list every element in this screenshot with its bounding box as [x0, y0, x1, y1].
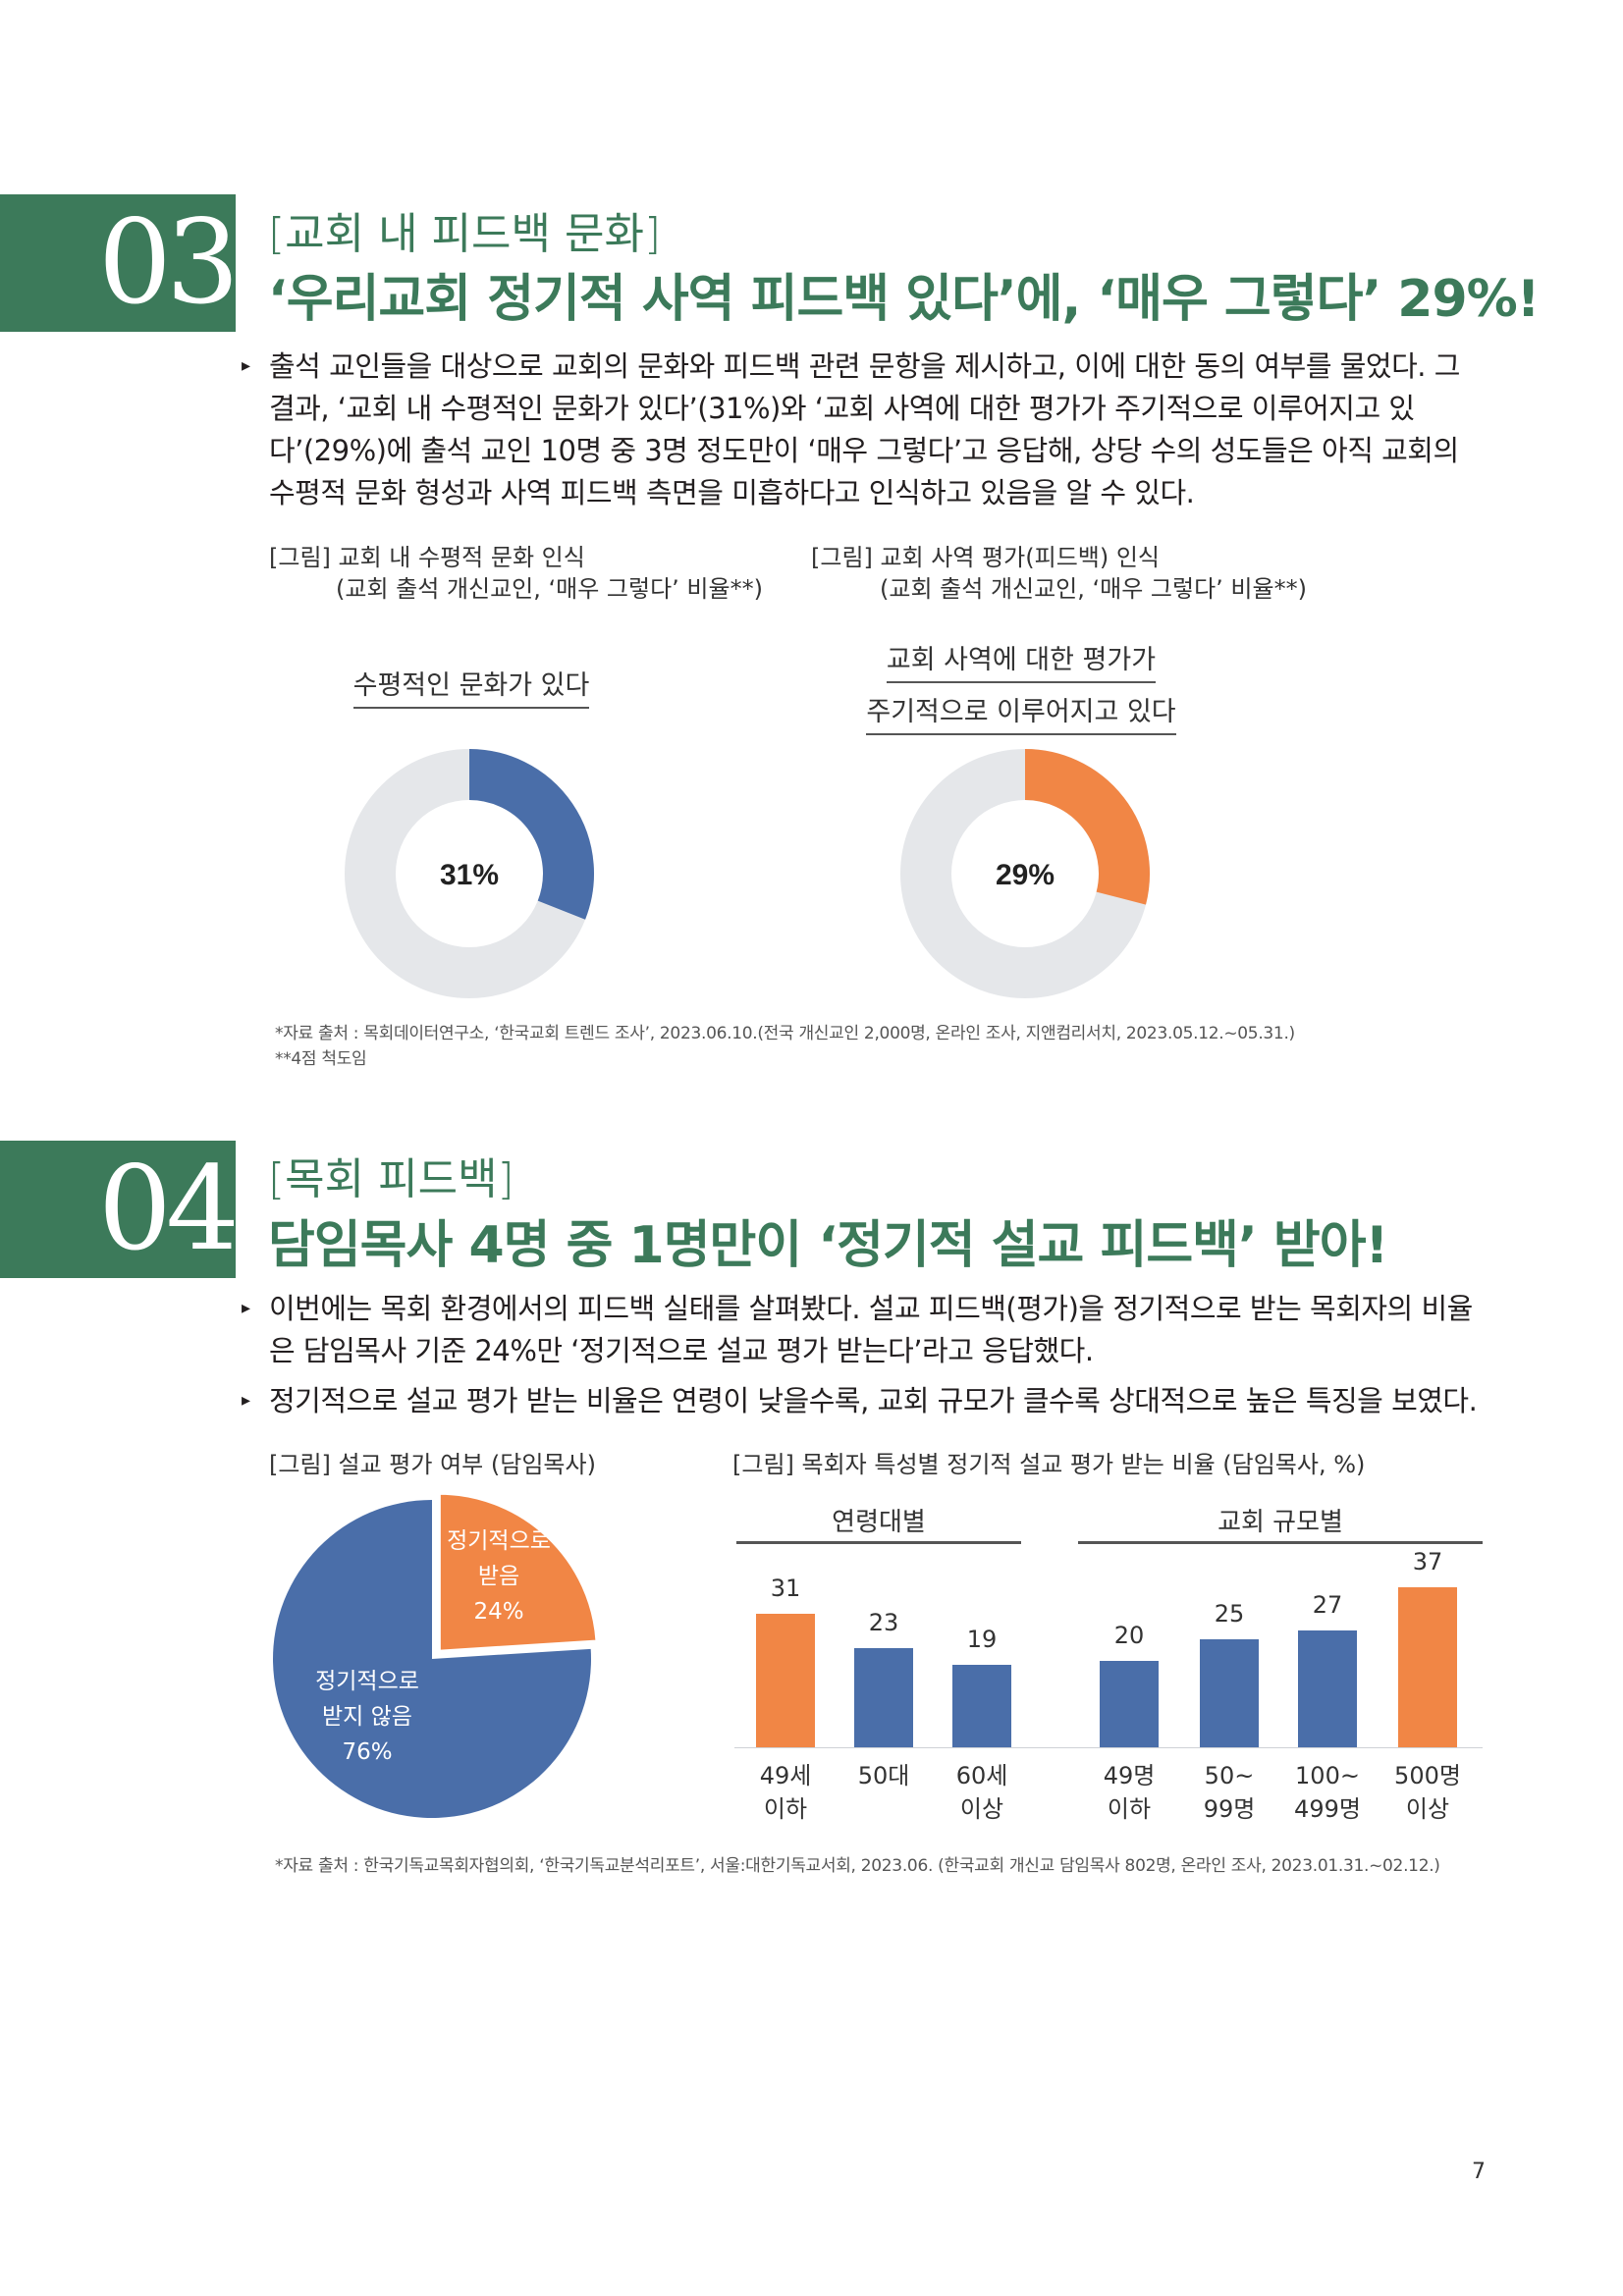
section-04-number-box: 04 — [0, 1141, 240, 1278]
donut-2-value-arc — [1024, 749, 1150, 905]
bar — [1200, 1639, 1259, 1747]
donut-chart-2: 29% — [900, 749, 1150, 998]
bar — [952, 1665, 1011, 1747]
donut-2-value: 29% — [996, 859, 1055, 891]
bar-category-label: 100~ 499명 — [1294, 1762, 1361, 1823]
donut-2-label-line2: 주기적으로 이루어지고 있다 — [844, 690, 1198, 735]
bullet-icon: ▸ — [242, 355, 251, 376]
bar-value-label: 20 — [1113, 1622, 1145, 1649]
figure-1-subtitle: (교회 출석 개신교인, ‘매우 그렇다’ 비율**) — [336, 575, 763, 603]
bar-group-size-underline — [1078, 1541, 1483, 1544]
bar-value-label: 25 — [1214, 1600, 1245, 1628]
pie-received-value: 24% — [473, 1599, 523, 1625]
section-04-number: 04 — [97, 1141, 240, 1276]
pie-slice-not-received — [273, 1500, 591, 1818]
pie-chart: 정기적으로 받음 24% 정기적으로 받지 않음 76% — [273, 1490, 600, 1818]
bar-value-label: 31 — [770, 1574, 801, 1602]
bar — [1398, 1587, 1457, 1747]
pie-slice-received — [436, 1490, 600, 1654]
donut-1-value-arc — [468, 749, 594, 920]
pie-not-received-label-1: 정기적으로 — [315, 1669, 419, 1694]
section-04-paragraph-2: 정기적으로 설교 평가 받는 비율은 연령이 낮을수록, 교회 규모가 클수록 … — [269, 1384, 1478, 1417]
section-03-subtitle: [교회 내 피드백 문화] — [268, 209, 662, 259]
section-04-subtitle: [목회 피드백] — [268, 1154, 514, 1204]
bar-value-label: 23 — [868, 1608, 899, 1636]
bar-category-label: 500명 이상 — [1394, 1762, 1461, 1823]
section-03-number-box: 03 — [0, 194, 240, 332]
section-03-paragraph: 출석 교인들을 대상으로 교회의 문화와 피드백 관련 문항을 제시하고, 이에… — [269, 349, 1460, 509]
figure-3-title: [그림] 설교 평가 여부 (담임목사) — [269, 1451, 596, 1478]
bar — [756, 1613, 815, 1747]
bar-group-age-underline — [736, 1541, 1021, 1544]
bar-category-label: 49세 이하 — [759, 1762, 812, 1823]
section-03-number: 03 — [97, 194, 240, 330]
bullet-icon: ▸ — [242, 1298, 251, 1318]
donut-chart-1: 31% — [345, 749, 594, 998]
bar-value-label: 37 — [1412, 1548, 1443, 1576]
section-03-footnote: **4점 척도임 — [275, 1049, 367, 1069]
figure-2-title: [그림] 교회 사역 평가(피드백) 인식 — [811, 544, 1161, 571]
bar-category-label: 49명 이하 — [1103, 1762, 1156, 1823]
bullet-icon: ▸ — [242, 1390, 251, 1411]
section-04-paragraph-1: 이번에는 목회 환경에서의 피드백 실태를 살펴봤다. 설교 피드백(평가)을 … — [269, 1292, 1473, 1367]
figure-2-subtitle: (교회 출석 개신교인, ‘매우 그렇다’ 비율**) — [880, 575, 1307, 603]
section-03-source: *자료 출처 : 목회데이터연구소, ‘한국교회 트렌드 조사’, 2023.0… — [275, 1024, 1295, 1043]
pie-not-received-label-2: 받지 않음 — [322, 1704, 412, 1730]
section-03-title: ‘우리교회 정기적 사역 피드백 있다’에, ‘매우 그렇다’ 29%! — [268, 270, 1540, 329]
bar — [1100, 1661, 1159, 1747]
page-number: 7 — [1472, 2160, 1486, 2184]
donut-1-label: 수평적인 문화가 있다 — [295, 664, 648, 709]
bar-category-label: 60세 이상 — [955, 1762, 1008, 1823]
bar-category-label: 50대 — [857, 1762, 910, 1789]
bar — [854, 1647, 913, 1747]
bar-category-label: 50~ 99명 — [1203, 1762, 1256, 1823]
pie-received-label-2: 받음 — [478, 1564, 519, 1589]
bar-chart-baseline — [734, 1747, 1483, 1748]
section-04-source: *자료 출처 : 한국기독교목회자협의회, ‘한국기독교분석리포트’, 서울:대… — [275, 1856, 1440, 1876]
bar — [1298, 1630, 1357, 1747]
bar-value-label: 19 — [966, 1626, 998, 1654]
donut-1-value: 31% — [440, 859, 499, 891]
bar-value-label: 27 — [1312, 1591, 1343, 1620]
bar-group-size-title: 교회 규모별 — [1217, 1508, 1343, 1537]
section-04-title: 담임목사 4명 중 1명만이 ‘정기적 설교 피드백’ 받아! — [268, 1216, 1388, 1275]
donut-2-label-line1: 교회 사역에 대한 평가가 — [844, 638, 1198, 683]
figure-1-title: [그림] 교회 내 수평적 문화 인식 — [269, 544, 585, 571]
bar-group-age-title: 연령대별 — [832, 1508, 926, 1537]
pie-received-label-1: 정기적으로 — [447, 1528, 551, 1554]
pie-not-received-value: 76% — [342, 1739, 392, 1765]
figure-4-title: [그림] 목회자 특성별 정기적 설교 평가 받는 비율 (담임목사, %) — [732, 1451, 1366, 1478]
